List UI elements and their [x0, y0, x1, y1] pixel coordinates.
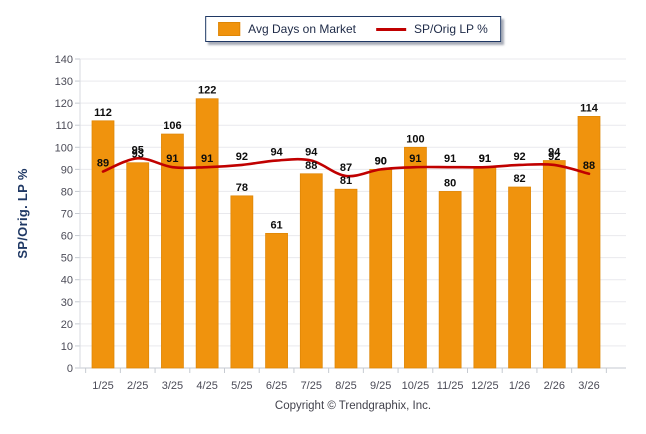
- line-value-label: 89: [97, 158, 109, 170]
- x-tick-label: 9/25: [370, 380, 391, 392]
- line-value-label: 91: [201, 153, 213, 165]
- line-swatch-icon: [376, 27, 407, 31]
- line-value-label: 91: [166, 153, 178, 165]
- y-tick-label: 10: [61, 341, 73, 353]
- x-tick-label: 10/25: [402, 380, 430, 392]
- bar: [369, 168, 393, 369]
- legend-item-line: SP/Orig LP %: [376, 22, 488, 36]
- bar: [230, 195, 254, 369]
- line-value-label: 91: [444, 153, 456, 165]
- bar: [195, 98, 219, 369]
- y-axis-title: SP/Orig. LP %: [15, 168, 30, 258]
- x-tick-label: 1/25: [92, 380, 113, 392]
- x-tick-label: 12/25: [471, 380, 499, 392]
- bar-value-label: 94: [548, 147, 561, 159]
- bar-value-label: 88: [305, 160, 317, 172]
- y-tick-label: 100: [55, 142, 73, 154]
- y-tick-label: 70: [61, 209, 73, 221]
- y-tick-label: 60: [61, 231, 73, 243]
- bar: [404, 146, 427, 369]
- legend: Avg Days on Market SP/Orig LP %: [205, 16, 501, 42]
- bar-value-label: 61: [270, 219, 282, 231]
- line-series: [101, 157, 591, 178]
- bar-value-label: 114: [580, 102, 599, 114]
- bar-value-label: 106: [163, 120, 181, 132]
- bar-value-label: 80: [444, 177, 456, 189]
- bar: [438, 191, 462, 369]
- legend-bar-label: Avg Days on Market: [248, 22, 357, 36]
- legend-item-bar: Avg Days on Market: [218, 22, 356, 36]
- y-tick-label: 130: [55, 76, 73, 88]
- bar: [473, 166, 497, 369]
- x-tick-label: 7/25: [301, 380, 322, 392]
- x-tick-label: 3/26: [578, 380, 599, 392]
- bar: [265, 232, 288, 369]
- bar-value-label: 78: [236, 182, 248, 194]
- line-value-label: 95: [132, 144, 144, 156]
- bar: [126, 162, 150, 369]
- bar-series: [91, 98, 601, 369]
- bar: [542, 160, 566, 369]
- y-tick-label: 30: [61, 297, 73, 309]
- bar: [334, 188, 358, 369]
- bar: [577, 116, 601, 369]
- x-tick-label: 4/25: [196, 380, 217, 392]
- line-value-label: 92: [236, 151, 248, 163]
- line-value-label: 94: [270, 147, 283, 159]
- x-tick-label: 5/25: [231, 380, 252, 392]
- x-tick-label: 3/25: [162, 380, 183, 392]
- x-tick-label: 1/26: [509, 380, 530, 392]
- copyright-text: Copyright © Trendgraphix, Inc.: [274, 400, 432, 412]
- line-value-label: 91: [409, 153, 421, 165]
- bar-value-label: 90: [375, 155, 387, 167]
- bar-value-label: 93: [132, 149, 144, 161]
- bar: [299, 173, 323, 369]
- x-tick-label: 2/25: [127, 380, 148, 392]
- line-value-label: 88: [583, 160, 595, 172]
- y-tick-label: 40: [61, 275, 73, 287]
- y-tick-label: 80: [61, 186, 73, 198]
- line-value-label: 92: [513, 151, 525, 163]
- bar-value-label: 82: [513, 173, 525, 185]
- bar: [91, 120, 115, 369]
- bar-value-label: 81: [340, 175, 352, 187]
- bar-value-label: 122: [198, 85, 216, 97]
- x-tick-label: 6/25: [266, 380, 287, 392]
- y-tick-label: 140: [55, 54, 73, 66]
- bar-swatch-icon: [218, 22, 241, 36]
- x-axis: 1/25 2/25 3/25 4/25 5/25 6/25 7/25 8/25 9/25 10/2…: [85, 368, 607, 392]
- y-tick-label: 0: [67, 363, 73, 375]
- bar-value-label: 100: [406, 133, 424, 145]
- line-value-label: 92: [548, 151, 560, 163]
- x-tick-label: 8/25: [335, 380, 356, 392]
- y-tick-label: 120: [55, 98, 73, 110]
- bar: [161, 133, 184, 369]
- x-tick-label: 11/25: [437, 380, 464, 392]
- bar: [508, 186, 531, 369]
- line-value-label: 87: [340, 162, 352, 174]
- x-tick-label: 2/26: [544, 380, 565, 392]
- line-value-label: 90: [375, 155, 387, 167]
- legend-line-label: SP/Orig LP %: [414, 22, 488, 36]
- y-tick-label: 110: [55, 120, 73, 132]
- line-value-label: 94: [305, 147, 318, 159]
- y-tick-label: 20: [61, 319, 73, 331]
- y-tick-label: 90: [61, 164, 73, 176]
- line-value-label: 91: [479, 153, 491, 165]
- y-tick-label: 50: [61, 253, 73, 265]
- bar-value-label: 91: [479, 153, 491, 165]
- bar-value-label: 112: [94, 107, 112, 119]
